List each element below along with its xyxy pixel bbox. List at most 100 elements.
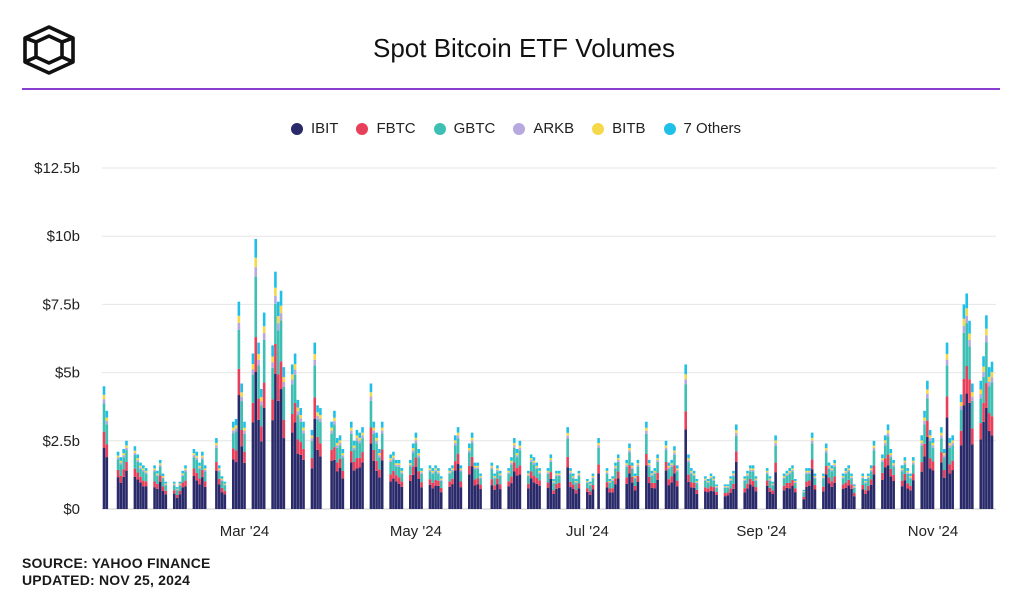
bar-segment-7-others: [310, 429, 314, 436]
bar-segment-arkb: [653, 472, 657, 474]
bar-segment-gbtc: [951, 445, 954, 461]
bar-group: [841, 473, 845, 509]
bar-segment-arkb: [352, 447, 356, 451]
bar-segment-arkb: [456, 435, 460, 439]
bar-segment-bitb: [476, 465, 480, 468]
bar-segment-ibit: [192, 476, 196, 509]
bar-segment-arkb: [979, 393, 983, 399]
bar-segment-bitb: [968, 333, 971, 340]
bar-segment-gbtc: [653, 473, 657, 483]
bar-group: [102, 386, 106, 509]
bar-segment-ibit: [844, 487, 848, 509]
bar-segment-gbtc: [476, 469, 480, 479]
bar-group: [330, 421, 333, 509]
bar-segment-bitb: [982, 366, 985, 372]
legend-item[interactable]: IBIT: [290, 120, 338, 137]
bar-segment-bitb: [833, 463, 836, 465]
bar-group: [808, 468, 811, 509]
bar-group: [181, 470, 184, 509]
bar-segment-7-others: [656, 454, 659, 459]
bar-segment-ibit: [507, 486, 510, 509]
bar-segment-ibit: [664, 470, 668, 509]
bar-segment-fbtc: [479, 484, 482, 490]
bar-segment-gbtc: [437, 473, 440, 481]
bar-segment-bitb: [813, 475, 817, 478]
bar-segment-arkb: [788, 472, 791, 474]
bar-segment-ibit: [591, 489, 595, 509]
bar-group: [853, 484, 856, 509]
bar-segment-ibit: [928, 468, 932, 509]
legend-item[interactable]: ARKB: [513, 120, 574, 137]
bar-segment-ibit: [125, 470, 128, 509]
bar-segment-fbtc: [310, 458, 314, 469]
bar-segment-gbtc: [945, 365, 949, 397]
bar-segment-ibit: [341, 478, 345, 509]
bar-segment-bitb: [414, 437, 418, 441]
bar-group: [889, 448, 893, 509]
bar-segment-7-others: [864, 478, 867, 482]
bar-group: [431, 468, 435, 509]
bar-segment-7-others: [844, 468, 848, 471]
bar-segment-7-others: [586, 478, 589, 482]
bar-segment-ibit: [588, 494, 592, 509]
bar-group: [768, 476, 772, 509]
bar-group: [844, 468, 848, 509]
bar-segment-gbtc: [788, 473, 791, 483]
bar-segment-ibit: [743, 492, 747, 509]
bar-group: [195, 451, 199, 509]
bar-segment-arkb: [847, 469, 850, 472]
bar-segment-ibit: [985, 407, 988, 509]
bar-segment-fbtc: [841, 484, 845, 490]
bar-segment-arkb: [409, 464, 412, 467]
bar-segment-fbtc: [271, 399, 274, 421]
bar-segment-gbtc: [872, 450, 876, 466]
bar-group: [847, 465, 850, 509]
legend-item[interactable]: BITB: [592, 120, 646, 137]
bar-segment-7-others: [951, 435, 954, 441]
bar-segment-ibit: [673, 473, 676, 509]
bar-group: [782, 473, 786, 509]
bar-segment-bitb: [296, 407, 300, 412]
legend-label: 7 Others: [683, 120, 742, 137]
legend-item[interactable]: 7 Others: [663, 120, 742, 137]
bar-segment-fbtc: [184, 480, 187, 487]
bar-segment-ibit: [161, 491, 165, 509]
bar-segment-ibit: [361, 462, 364, 509]
legend-item[interactable]: FBTC: [356, 120, 416, 137]
bar-segment-bitb: [768, 478, 772, 480]
bar-segment-7-others: [906, 468, 909, 471]
bar-segment-fbtc: [903, 473, 907, 481]
bar-segment-arkb: [965, 315, 969, 324]
bar-segment-7-others: [867, 473, 870, 476]
bar-segment-arkb: [203, 469, 207, 472]
bar-segment-gbtc: [448, 473, 451, 482]
bar-segment-7-others: [791, 465, 794, 469]
bar-segment-fbtc: [614, 478, 617, 485]
bar-segment-ibit: [237, 395, 241, 509]
bar-group: [990, 361, 994, 509]
bar-segment-ibit: [431, 488, 435, 509]
legend-label: ARKB: [533, 120, 575, 137]
bar-segment-ibit: [726, 495, 730, 509]
bar-segment-bitb: [156, 473, 159, 475]
bar-segment-7-others: [853, 484, 856, 487]
bar-segment-fbtc: [923, 443, 926, 457]
bar-segment-gbtc: [785, 476, 789, 483]
legend-item[interactable]: GBTC: [433, 120, 495, 137]
bar-segment-arkb: [358, 440, 362, 444]
bar-segment-ibit: [670, 482, 673, 509]
bar-segment-gbtc: [156, 476, 159, 484]
bar-segment-ibit: [684, 429, 687, 509]
bar-segment-7-others: [793, 478, 797, 482]
bar-segment-fbtc: [962, 378, 966, 406]
bar-segment-ibit: [971, 444, 974, 509]
bar-segment-fbtc: [872, 465, 876, 475]
bar-segment-bitb: [184, 468, 187, 470]
bar-segment-arkb: [496, 469, 499, 472]
bar-segment-fbtc: [869, 479, 873, 485]
bar-segment-gbtc: [198, 469, 201, 479]
bar-group: [299, 408, 303, 509]
legend-swatch: [513, 122, 526, 135]
legend-swatch: [663, 122, 676, 135]
bar-segment-ibit: [715, 495, 718, 509]
